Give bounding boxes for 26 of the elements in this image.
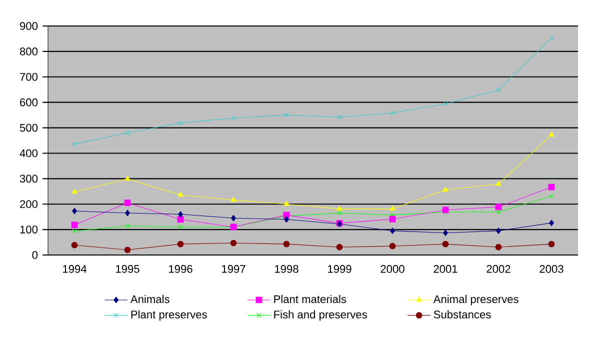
y-tick-label: 300 bbox=[20, 174, 38, 183]
y-tick-label: 400 bbox=[20, 149, 38, 158]
y-tick-label: 100 bbox=[20, 226, 38, 234]
y-tick-label: 0 bbox=[32, 251, 38, 259]
y-tick-label: 900 bbox=[20, 22, 38, 30]
legend-label: Plant preserves bbox=[131, 310, 207, 321]
y-tick-label: 500 bbox=[20, 124, 38, 132]
x-tick-label: 1996 bbox=[169, 265, 192, 273]
x-tick-label: 1995 bbox=[116, 265, 140, 273]
legend-label: Substances bbox=[434, 310, 491, 318]
legend-label: Plant materials bbox=[274, 294, 346, 304]
legend-label: Animal preserves bbox=[433, 294, 518, 306]
x-tick-label: 2002 bbox=[486, 265, 510, 273]
x-tick-label: 2000 bbox=[380, 265, 404, 273]
x-tick-label: 1997 bbox=[222, 265, 246, 273]
x-tick-label: 1999 bbox=[328, 265, 352, 273]
x-tick-label: 2001 bbox=[434, 265, 458, 273]
x-tick-label: 2003 bbox=[540, 265, 564, 273]
x-tick-label: 1998 bbox=[275, 265, 298, 273]
y-tick-label: 200 bbox=[20, 200, 38, 208]
y-tick-label: 700 bbox=[20, 72, 38, 81]
y-tick-label: 600 bbox=[20, 98, 38, 106]
legend-label: Fish and preserves bbox=[274, 310, 367, 321]
x-tick-label: 1994 bbox=[63, 265, 86, 273]
legend-label: Animals bbox=[130, 294, 170, 304]
y-tick-label: 800 bbox=[20, 48, 38, 56]
